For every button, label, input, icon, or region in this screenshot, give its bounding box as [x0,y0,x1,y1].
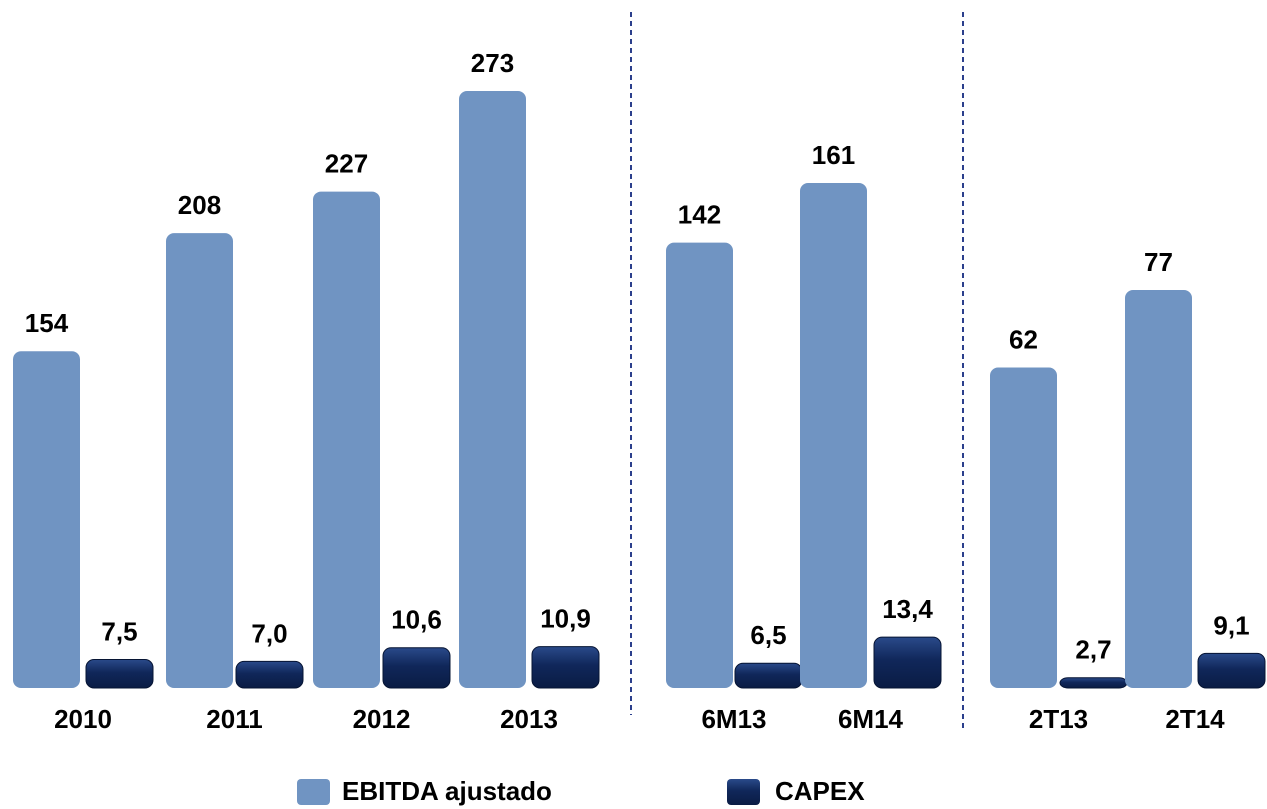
bar [990,367,1057,688]
bar [531,646,600,689]
value-label: 7,5 [101,616,137,646]
bar [1059,677,1128,689]
legend-label: CAPEX [775,776,865,806]
bar [1197,652,1266,689]
bar [235,660,304,689]
legend-label: EBITDA ajustado [342,776,552,806]
value-label: 142 [678,199,721,229]
bar [666,242,733,689]
x-tick-label: 2013 [500,704,558,734]
value-label: 77 [1144,247,1173,277]
value-label: 227 [325,148,368,178]
x-tick-label: 2010 [54,704,112,734]
value-label: 6,5 [750,620,786,650]
value-label: 13,4 [882,594,933,624]
x-tick-label: 2012 [353,704,411,734]
value-label: 7,0 [251,618,287,648]
legend-swatch [297,779,330,805]
bar [800,183,867,688]
value-label: 154 [25,308,69,338]
bar [459,91,526,688]
value-label: 9,1 [1213,610,1249,640]
bar [166,233,233,688]
x-tick-label: 2T14 [1165,704,1225,734]
bar [382,647,451,689]
value-label: 208 [178,190,221,220]
bar [1125,290,1192,688]
x-tick-label: 6M14 [838,704,904,734]
value-label: 2,7 [1075,635,1111,665]
bar [13,351,80,688]
value-label: 273 [471,48,514,78]
x-tick-label: 2011 [206,704,262,734]
value-label: 10,6 [391,605,442,635]
value-label: 161 [812,140,855,170]
bar [734,662,803,689]
legend-swatch [727,779,760,805]
bar [85,659,154,689]
x-tick-label: 2T13 [1029,704,1088,734]
bar [873,636,942,689]
value-label: 62 [1009,324,1038,354]
value-label: 10,9 [540,603,591,633]
bar [313,191,380,689]
x-tick-label: 6M13 [701,704,766,734]
